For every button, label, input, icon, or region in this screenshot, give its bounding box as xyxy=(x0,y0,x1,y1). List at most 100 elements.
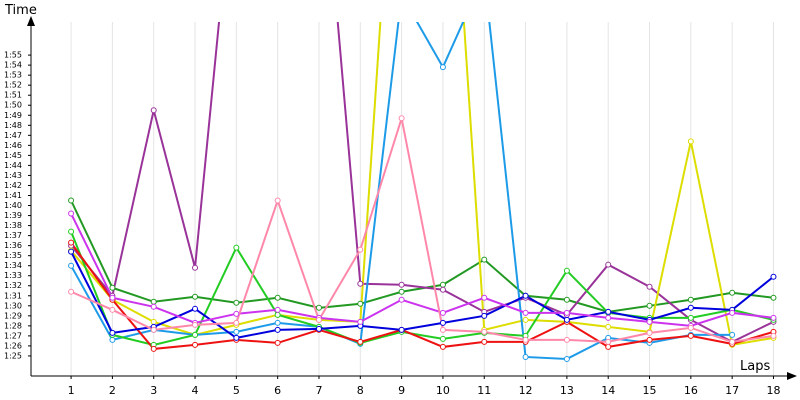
data-point xyxy=(563,355,570,362)
y-axis-arrow xyxy=(27,16,35,26)
data-point xyxy=(274,294,281,301)
data-point xyxy=(687,296,694,303)
data-point xyxy=(233,310,240,317)
data-point xyxy=(439,286,446,293)
data-point xyxy=(729,331,736,338)
data-point xyxy=(233,244,240,251)
data-point xyxy=(398,288,405,295)
x-tick-label: 11 xyxy=(477,384,491,397)
data-point xyxy=(481,256,488,263)
y-tick-label: 1:26 xyxy=(4,341,22,350)
data-point xyxy=(68,239,75,246)
data-point xyxy=(315,316,322,323)
data-point xyxy=(522,353,529,360)
data-point xyxy=(68,262,75,269)
y-tick-label: 1:32 xyxy=(4,281,22,290)
data-point xyxy=(398,115,405,122)
data-point xyxy=(233,319,240,326)
x-tick-label: 2 xyxy=(109,384,116,397)
data-point xyxy=(150,107,157,114)
y-tick-label: 1:55 xyxy=(4,51,22,60)
data-point xyxy=(605,308,612,315)
data-point xyxy=(357,338,364,345)
data-point xyxy=(522,292,529,299)
series-line xyxy=(70,242,774,350)
data-point xyxy=(109,336,116,343)
data-point xyxy=(563,336,570,343)
data-point xyxy=(481,338,488,345)
y-tick-label: 1:42 xyxy=(4,181,22,190)
y-tick-label: 1:34 xyxy=(4,261,22,270)
data-point xyxy=(563,309,570,316)
data-point xyxy=(274,319,281,326)
x-tick-label: 16 xyxy=(684,384,698,397)
y-tick-label: 1:52 xyxy=(4,81,22,90)
data-point xyxy=(274,197,281,204)
data-point xyxy=(109,306,116,313)
data-point xyxy=(605,314,612,321)
data-point xyxy=(646,329,653,336)
x-tick-label: 5 xyxy=(233,384,240,397)
data-point xyxy=(192,341,199,348)
data-point xyxy=(150,326,157,333)
y-axis-title: Time xyxy=(4,3,37,18)
data-point xyxy=(274,311,281,318)
data-point xyxy=(192,321,199,328)
plot-area xyxy=(68,22,777,362)
data-point xyxy=(398,296,405,303)
data-point xyxy=(109,329,116,336)
y-tick-label: 1:53 xyxy=(4,71,22,80)
y-tick-label: 1:39 xyxy=(4,211,22,220)
y-tick-label: 1:50 xyxy=(4,101,22,110)
data-point xyxy=(729,338,736,345)
series-line xyxy=(70,251,775,339)
data-point xyxy=(687,332,694,339)
data-point xyxy=(481,312,488,319)
data-point xyxy=(274,326,281,333)
x-tick-label: 18 xyxy=(766,384,780,397)
data-point xyxy=(357,318,364,325)
y-tick-label: 1:41 xyxy=(4,191,22,200)
data-point xyxy=(770,294,777,301)
data-point xyxy=(439,326,446,333)
data-point xyxy=(274,306,281,313)
data-point xyxy=(729,289,736,296)
x-tick-label: 14 xyxy=(601,384,615,397)
y-tick-label: 1:48 xyxy=(4,121,22,130)
data-point xyxy=(357,300,364,307)
data-point xyxy=(770,332,777,339)
y-tick-label: 1:25 xyxy=(4,351,22,360)
data-point xyxy=(563,296,570,303)
data-point xyxy=(357,246,364,253)
data-point xyxy=(687,304,694,311)
data-point xyxy=(522,309,529,316)
x-tick-label: 17 xyxy=(725,384,739,397)
data-point xyxy=(233,299,240,306)
y-tick-label: 1:37 xyxy=(4,231,22,240)
y-tick-label: 1:33 xyxy=(4,271,22,280)
data-point xyxy=(770,273,777,280)
x-axis-title: Laps xyxy=(740,359,770,374)
data-point xyxy=(68,228,75,235)
data-point xyxy=(150,298,157,305)
data-point xyxy=(646,336,653,343)
x-axis-arrow xyxy=(787,372,797,380)
data-point xyxy=(150,345,157,352)
data-point xyxy=(192,305,199,312)
data-point xyxy=(439,309,446,316)
series-line xyxy=(70,22,774,347)
y-tick-label: 1:28 xyxy=(4,321,22,330)
data-point xyxy=(687,138,694,145)
y-tick-label: 1:47 xyxy=(4,131,22,140)
y-tick-label: 1:38 xyxy=(4,221,22,230)
data-point xyxy=(605,338,612,345)
data-point xyxy=(233,328,240,335)
y-tick-label: 1:46 xyxy=(4,141,22,150)
data-point xyxy=(646,318,653,325)
data-point xyxy=(563,316,570,323)
y-tick-label: 1:30 xyxy=(4,301,22,310)
y-tick-label: 1:45 xyxy=(4,151,22,160)
data-point xyxy=(770,314,777,321)
